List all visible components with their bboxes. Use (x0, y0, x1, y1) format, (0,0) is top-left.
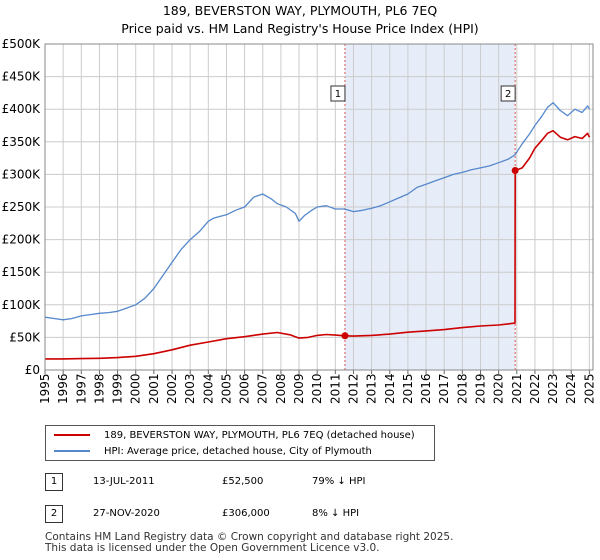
y-tick-label: £150K (2, 265, 42, 279)
y-tick-label: £350K (2, 135, 42, 149)
legend-item-price-paid: 189, BEVERSTON WAY, PLYMOUTH, PL6 7EQ (d… (54, 428, 415, 444)
x-tick-label: 2016 (419, 373, 433, 404)
legend-swatch-hpi (54, 450, 90, 452)
x-tick-label: 2014 (383, 373, 397, 404)
transaction-badge: 2 (45, 505, 63, 523)
sale-label: 1 (335, 89, 341, 100)
x-tick-label: 2015 (401, 373, 415, 404)
x-tick-label: 2002 (165, 373, 179, 404)
hpi-line (44, 102, 590, 321)
y-tick-label: £0 (25, 363, 40, 377)
x-tick-label: 2023 (546, 373, 560, 404)
footer-line-2: This data is licensed under the Open Gov… (45, 542, 380, 554)
sale-label: 2 (505, 89, 511, 100)
x-tick-label: 2022 (528, 373, 542, 404)
legend-label-price-paid: 189, BEVERSTON WAY, PLYMOUTH, PL6 7EQ (d… (104, 430, 415, 441)
price-paid-line (45, 129, 591, 360)
x-tick-label: 2000 (129, 373, 143, 404)
x-tick-label: 2009 (292, 373, 306, 404)
x-tick-label: 2007 (256, 373, 270, 404)
x-tick-label: 2017 (437, 373, 451, 404)
x-tick-label: 2001 (147, 373, 161, 404)
transaction-price: £52,500 (222, 476, 264, 487)
x-tick-label: 2025 (582, 373, 596, 404)
sale-marker (341, 332, 349, 340)
y-tick-label: £450K (2, 70, 42, 84)
y-tick-label: £100K (2, 298, 42, 312)
transaction-date: 13-JUL-2011 (93, 476, 155, 487)
x-tick-label: 2019 (473, 373, 487, 404)
x-tick-label: 1996 (56, 373, 70, 404)
y-tick-label: £250K (2, 200, 42, 214)
chart-title: 189, BEVERSTON WAY, PLYMOUTH, PL6 7EQ Pr… (0, 2, 600, 38)
x-tick-label: 2020 (492, 373, 506, 404)
x-tick-label: 2004 (201, 373, 215, 404)
x-tick-label: 1997 (74, 373, 88, 404)
x-tick-label: 2018 (455, 373, 469, 404)
footer-line-1: Contains HM Land Registry data © Crown c… (45, 531, 454, 543)
x-tick-label: 2012 (346, 373, 360, 404)
legend-label-hpi: HPI: Average price, detached house, City… (104, 446, 372, 457)
transaction-date: 27-NOV-2020 (93, 508, 160, 519)
y-tick-label: £300K (2, 167, 42, 181)
legend: 189, BEVERSTON WAY, PLYMOUTH, PL6 7EQ (d… (45, 425, 435, 461)
y-tick-label: £50K (9, 330, 41, 344)
transaction-hpi-diff: 79% ↓ HPI (312, 476, 366, 487)
y-tick-label: £500K (2, 37, 42, 51)
transaction-price: £306,000 (222, 508, 270, 519)
x-tick-label: 1999 (111, 373, 125, 404)
plot-border (44, 43, 594, 371)
y-tick-label: £200K (2, 233, 42, 247)
x-tick-label: 2010 (310, 373, 324, 404)
transaction-hpi-diff: 8% ↓ HPI (312, 508, 360, 519)
x-tick-label: 2024 (564, 373, 578, 404)
price-chart: £0 £50K £100K £150K £200K £250K £300K £350K £400… (2, 37, 597, 404)
footer: Contains HM Land Registry data © Crown c… (45, 532, 453, 554)
legend-swatch-price-paid (54, 434, 90, 436)
legend-item-hpi: HPI: Average price, detached house, City… (54, 444, 372, 460)
transaction-badge: 1 (45, 473, 63, 491)
sale-label-box (500, 85, 516, 102)
x-tick-label: 2003 (183, 373, 197, 404)
title-line-2: Price paid vs. HM Land Registry's House … (121, 21, 479, 36)
x-tick-label: 2005 (219, 373, 233, 404)
sale-label-box (330, 85, 346, 102)
title-line-1: 189, BEVERSTON WAY, PLYMOUTH, PL6 7EQ (162, 3, 438, 18)
x-tick-label: 2011 (328, 373, 342, 404)
sale-marker (511, 166, 519, 174)
x-tick-label: 1995 (38, 373, 52, 404)
y-tick-label: £400K (2, 102, 42, 116)
x-tick-label: 1998 (92, 373, 106, 404)
x-tick-label: 2021 (510, 373, 524, 404)
x-tick-label: 2013 (365, 373, 379, 404)
x-tick-label: 2008 (274, 373, 288, 404)
x-tick-label: 2006 (238, 373, 252, 404)
